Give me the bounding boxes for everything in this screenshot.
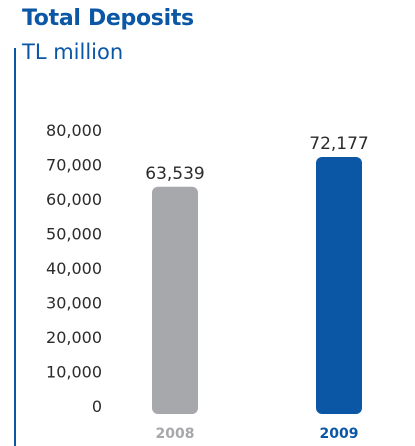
y-tick-label: 80,000 [46, 121, 102, 140]
bar-2008 [152, 186, 198, 414]
value-label-2009: 72,177 [309, 134, 368, 154]
accent-line [14, 48, 16, 446]
y-tick-label: 50,000 [46, 225, 102, 244]
y-tick-label: 40,000 [46, 259, 102, 278]
bar-2009 [316, 156, 362, 414]
x-tick-label-2008: 2008 [156, 426, 195, 442]
chart-title: Total Deposits [22, 6, 194, 31]
y-tick-label: 10,000 [46, 363, 102, 382]
y-tick-label: 60,000 [46, 190, 102, 209]
chart-subtitle: TL million [22, 40, 124, 64]
x-tick-label-2009: 2009 [320, 426, 359, 442]
value-label-2008: 63,539 [145, 164, 204, 184]
y-tick-label: 70,000 [46, 156, 102, 175]
y-tick-label: 20,000 [46, 328, 102, 347]
y-tick-label: 30,000 [46, 294, 102, 313]
y-tick-label: 0 [92, 397, 102, 416]
